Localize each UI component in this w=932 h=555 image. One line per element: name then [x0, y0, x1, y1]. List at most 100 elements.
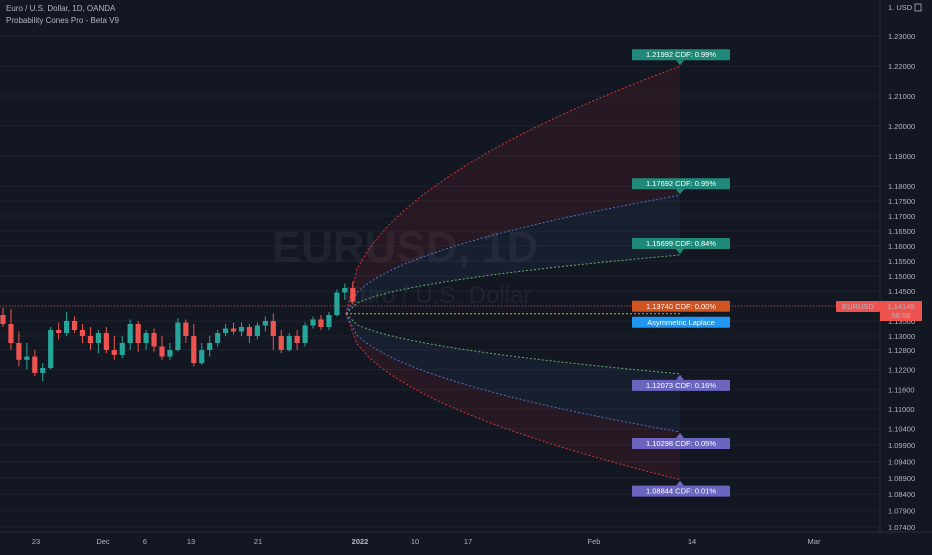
cone-boundary-line — [345, 313, 681, 433]
last-price-symbol: EURUSD — [842, 302, 874, 311]
distribution-label-box — [632, 316, 730, 328]
time-tick-label: 21 — [254, 537, 262, 546]
bull-candle — [119, 343, 125, 355]
price-tick-label: 1.09900 — [888, 441, 915, 450]
bull-candle — [48, 330, 54, 369]
cone-fill-upper-outer — [346, 66, 680, 314]
price-tick-label: 1.11600 — [888, 385, 915, 394]
bear-candle — [16, 343, 22, 360]
time-tick-label: 13 — [187, 537, 195, 546]
probability-cones — [345, 65, 681, 481]
cone-fill-lower-inner — [346, 313, 680, 432]
time-tick-label: Mar — [808, 537, 821, 546]
cone-label-box — [632, 485, 730, 497]
cone-label-text: 1.12073 CDF: 0.16% — [646, 381, 716, 390]
bear-candle — [151, 333, 157, 347]
bear-candle — [159, 346, 165, 357]
cone-label-box — [632, 178, 730, 190]
price-tick-label: 1.15500 — [888, 257, 915, 266]
bear-candle — [111, 350, 117, 355]
bull-candle — [302, 325, 308, 343]
bull-candle — [95, 333, 101, 343]
cone-label-box — [632, 379, 730, 391]
cone-label-box — [632, 438, 730, 450]
bull-candle — [175, 322, 181, 350]
bear-candle — [350, 288, 356, 302]
price-tick-label: 1.17500 — [888, 197, 915, 206]
bear-candle — [71, 321, 78, 330]
price-tick-label: 1.14500 — [888, 287, 915, 296]
bull-candle — [215, 333, 221, 343]
bear-candle — [294, 336, 300, 343]
bull-candle — [40, 368, 46, 373]
bull-candle — [127, 324, 133, 343]
bear-candle — [278, 336, 284, 350]
price-tick-label: 1.07900 — [888, 507, 915, 516]
time-tick-label: 6 — [143, 537, 147, 546]
cone-label-text: 1.15699 CDF: 0.84% — [646, 239, 716, 248]
price-tick-label: 1.08900 — [888, 474, 915, 483]
symbol-title: Euro / U.S. Dollar, 1D, OANDA — [6, 4, 116, 13]
price-tick-label: 1.11000 — [888, 405, 915, 414]
cone-boundary-line — [345, 313, 681, 481]
bull-candle — [334, 292, 340, 315]
bear-candle — [135, 324, 141, 343]
price-tick-label: 1.12800 — [888, 346, 915, 355]
distribution-label-text: Asymmetric Laplace — [647, 318, 715, 327]
cone-labels: 1.21992 CDF: 0.99% 1.17692 CDF: 0.95% 1.15… — [632, 49, 730, 497]
cone-label-pointer — [676, 433, 684, 439]
bull-candle — [143, 333, 149, 343]
time-tick-label: 2022 — [352, 537, 369, 546]
price-axis-panel[interactable] — [880, 0, 932, 550]
last-price-symbol-tag — [836, 301, 880, 312]
bear-candle — [32, 356, 38, 373]
bull-candle — [199, 350, 205, 364]
bull-candle — [223, 328, 229, 333]
time-axis[interactable]: 23 Dec 6 13 21 2022 10 17 Feb 14 Mar — [32, 537, 821, 546]
bull-candle — [167, 350, 173, 357]
bar-countdown: 58:56 — [892, 311, 911, 320]
bull-candle — [286, 336, 292, 350]
price-tick-label: 1.20000 — [888, 122, 915, 131]
bear-candle — [191, 336, 197, 364]
cone-fill-lower-outer — [346, 313, 680, 480]
cone-fill-upper-inner — [346, 195, 680, 314]
price-tick-label: 1.10400 — [888, 425, 915, 434]
price-tick-label: 1.23000 — [888, 32, 915, 41]
cone-boundary-line — [345, 65, 681, 314]
bull-candle — [64, 321, 70, 333]
time-tick-label: 10 — [411, 537, 419, 546]
indicator-title[interactable]: Probability Cones Pro - Beta V9 — [6, 16, 119, 25]
cone-label-pointer — [676, 480, 684, 486]
time-tick-label: Dec — [96, 537, 110, 546]
bear-candle — [246, 327, 253, 336]
bear-candle — [87, 336, 94, 343]
bear-candle — [103, 333, 109, 350]
price-tick-label: 1.19000 — [888, 152, 915, 161]
price-tick-label: 1.13500 — [888, 317, 915, 326]
cone-label-pointer — [676, 60, 684, 66]
bull-candle — [24, 356, 30, 360]
bull-candle — [238, 327, 245, 332]
price-tick-label: 1.21000 — [888, 92, 915, 101]
price-tick-label: 1.18000 — [888, 182, 915, 191]
axis-currency[interactable]: 1. USD — [888, 3, 913, 12]
price-tick-label: 1.13000 — [888, 332, 915, 341]
cone-boundary-line — [345, 194, 681, 315]
bear-candle — [8, 324, 14, 343]
price-tick-label: 1.12200 — [888, 366, 915, 375]
axis-currency-unit-icon — [914, 3, 922, 12]
price-tick-label: 1.16500 — [888, 227, 915, 236]
bull-candle — [262, 321, 268, 326]
time-tick-label: 23 — [32, 537, 40, 546]
time-tick-label: 14 — [688, 537, 696, 546]
price-tick-label: 1.07400 — [888, 523, 915, 532]
cone-label-pointer — [676, 249, 684, 255]
price-tick-label: 1.09400 — [888, 457, 915, 466]
bear-candle — [318, 319, 324, 327]
cone-label-text: 1.17692 CDF: 0.95% — [646, 179, 716, 188]
time-tick-label: Feb — [588, 537, 601, 546]
price-tick-label: 1.17000 — [888, 212, 915, 221]
